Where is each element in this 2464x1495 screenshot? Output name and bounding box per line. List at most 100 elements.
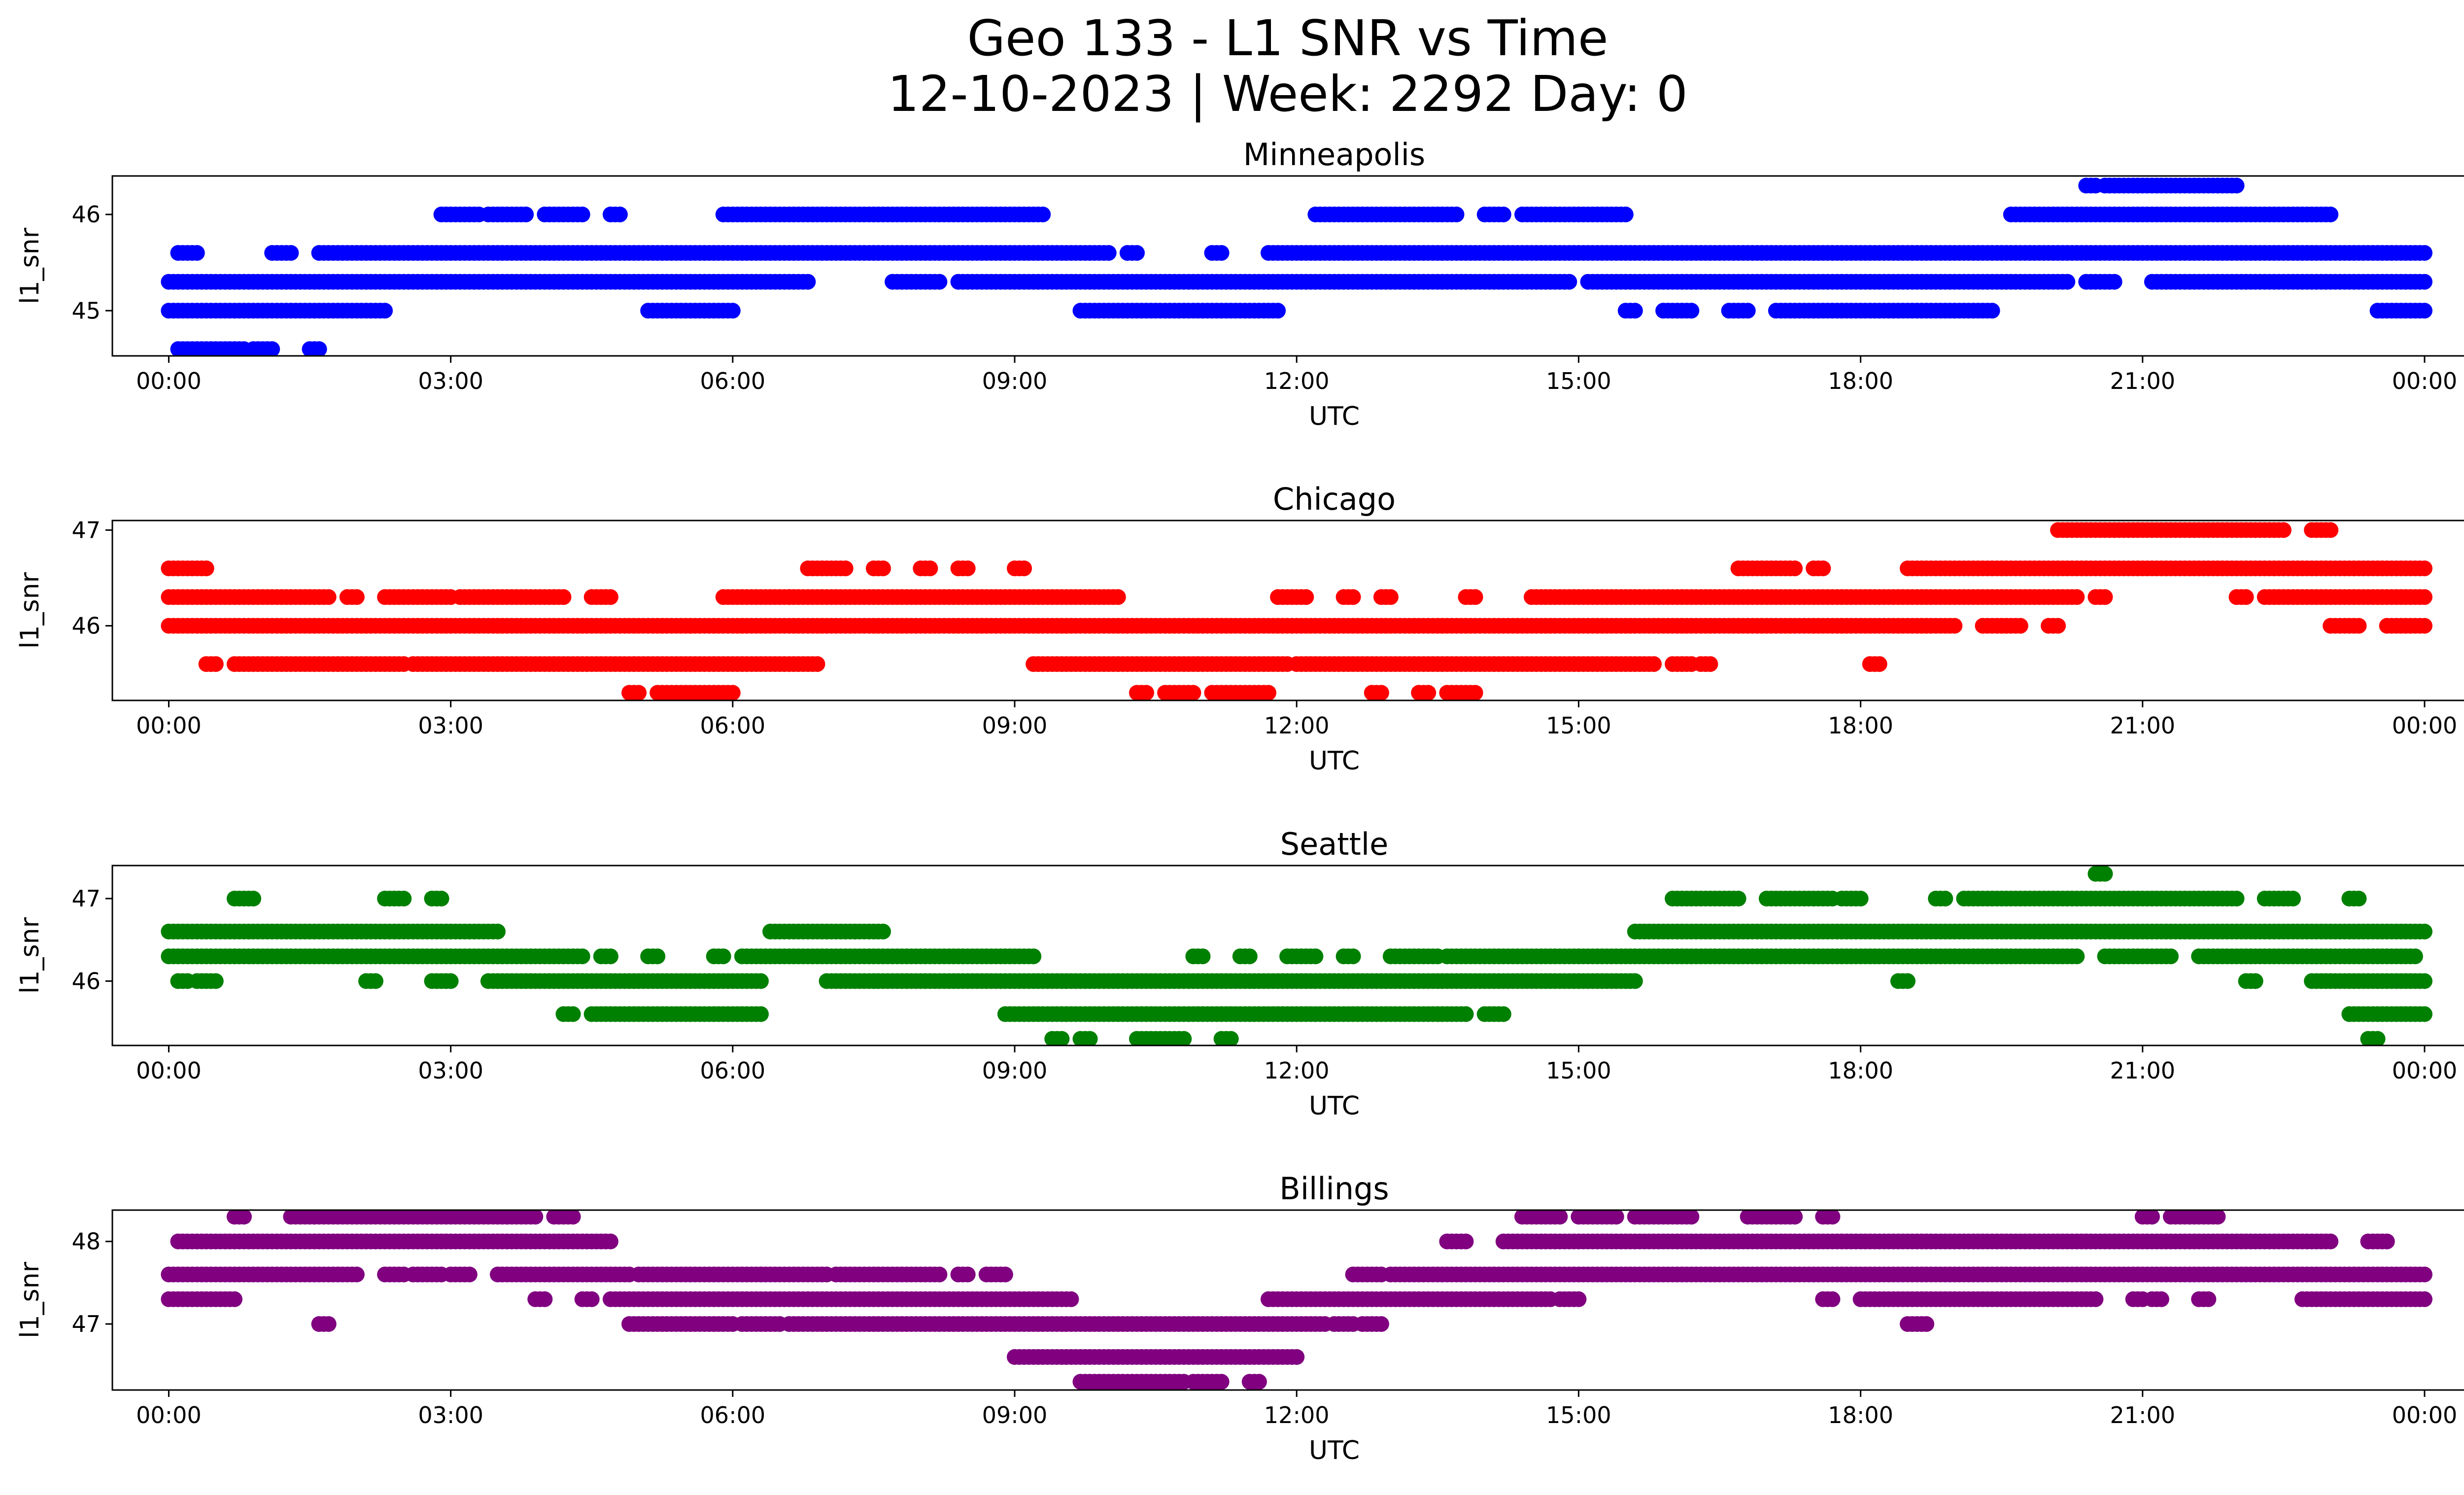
data-point [2050, 618, 2066, 634]
data-point [245, 891, 262, 906]
y-axis-label: l1_snr [15, 227, 45, 304]
data-point [311, 341, 327, 356]
data-point [1495, 1006, 1511, 1022]
data-point [1702, 656, 1718, 672]
data-point [1063, 1291, 1079, 1307]
x-tick-label: 09:00 [982, 1057, 1048, 1084]
data-point [2369, 1031, 2386, 1045]
data-point [2417, 1006, 2432, 1022]
data-point [1026, 948, 1042, 965]
data-point [2247, 973, 2263, 989]
data-point [715, 948, 731, 965]
figure-title-line1: Geo 133 - L1 SNR vs Time [967, 9, 1608, 67]
x-tick-label: 21:00 [2110, 1057, 2175, 1084]
data-point [518, 207, 534, 223]
x-tick-label: 03:00 [418, 368, 483, 394]
data-point [1683, 1210, 1700, 1225]
data-point [631, 685, 647, 700]
data-point [2417, 618, 2432, 634]
subplot-title: Minneapolis [1243, 137, 1426, 173]
data-point [1608, 1210, 1624, 1225]
data-point [377, 303, 393, 319]
data-point [1261, 685, 1276, 700]
data-point [348, 589, 365, 605]
data-point [2323, 1233, 2339, 1250]
subplots: Minneapolis 00:00 03:00 06:00 09:00 12:00 15:0… [15, 137, 2464, 1465]
data-point [1298, 589, 1314, 605]
data-point [207, 973, 224, 989]
data-point [2407, 948, 2423, 965]
x-tick-label: 03:00 [418, 712, 483, 739]
data-point [2351, 618, 2367, 634]
data-point [1241, 948, 1258, 965]
data-point [2200, 1291, 2217, 1307]
data-point [2144, 1210, 2160, 1225]
data-point [2097, 866, 2113, 882]
data-point [461, 1266, 478, 1283]
data-point [1176, 1031, 1192, 1045]
data-point [1307, 948, 1324, 965]
data-point [922, 560, 938, 577]
data-point [1223, 1031, 1239, 1045]
data-point [1627, 303, 1643, 319]
data-point [1110, 589, 1126, 605]
x-tick-label: 21:00 [2110, 712, 2175, 739]
data-point [1852, 891, 1869, 906]
data-point [1129, 245, 1145, 261]
data-point [1815, 560, 1831, 577]
data-point [1617, 207, 1634, 223]
data-point [1448, 207, 1465, 223]
x-axis-label: UTC [1309, 402, 1360, 431]
x-tick-label: 06:00 [700, 712, 766, 739]
data-point [931, 1266, 948, 1283]
x-tick-label: 12:00 [1264, 1057, 1330, 1084]
data-point [1871, 656, 1887, 672]
data-point [602, 948, 618, 965]
data-point [2228, 177, 2245, 194]
data-point [198, 560, 214, 577]
data-point [227, 1291, 242, 1307]
data-point [1787, 560, 1803, 577]
data-point [2417, 560, 2432, 577]
data-point [1458, 1006, 1474, 1022]
data-point [555, 589, 572, 605]
data-point [724, 303, 741, 319]
data-point [537, 1291, 553, 1307]
data-point [1740, 303, 1756, 319]
subplot-title: Chicago [1273, 481, 1396, 517]
data-point [2097, 589, 2113, 605]
x-tick-label: 09:00 [982, 368, 1048, 394]
data-point [1185, 685, 1201, 700]
data-point [574, 207, 590, 223]
data-point [565, 1210, 581, 1225]
data-point [583, 1291, 600, 1307]
figure-title-line2: 12-10-2023 | Week: 2292 Day: 0 [888, 65, 1687, 123]
x-tick-label: 00:00 [2392, 712, 2458, 739]
data-point [1035, 207, 1051, 223]
x-tick-label: 15:00 [1546, 712, 1611, 739]
data-point [1420, 685, 1437, 700]
data-point [2323, 207, 2339, 223]
data-point [1984, 303, 2000, 319]
x-tick-label: 06:00 [700, 1057, 766, 1084]
data-point [1373, 685, 1389, 700]
data-point [2417, 1266, 2432, 1283]
x-tick-label: 00:00 [136, 1057, 202, 1084]
x-axis-label: UTC [1309, 746, 1360, 776]
data-point [433, 891, 449, 906]
data-point [2417, 303, 2432, 319]
scatter-points [161, 177, 2432, 356]
scatter-points [161, 866, 2432, 1045]
data-point [1627, 973, 1643, 989]
x-tick-label: 18:00 [1828, 368, 1893, 394]
data-point [1345, 589, 1361, 605]
data-point [1787, 1210, 1803, 1225]
data-point [189, 245, 205, 261]
data-point [2417, 274, 2432, 290]
data-point [2351, 891, 2367, 906]
data-point [1467, 589, 1483, 605]
